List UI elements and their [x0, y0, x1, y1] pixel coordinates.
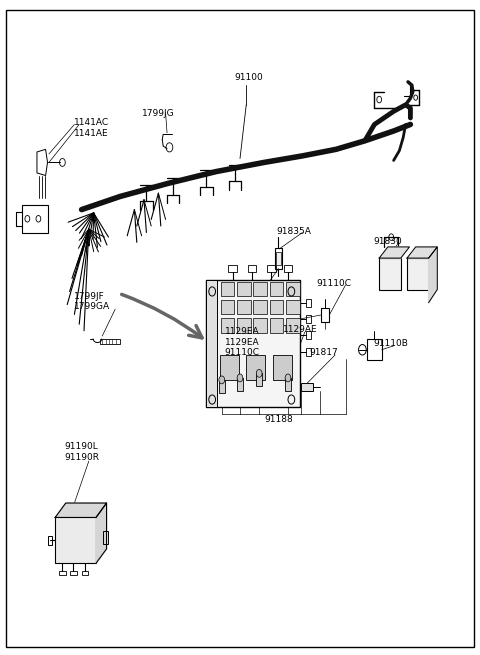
Bar — [221, 318, 234, 333]
Bar — [70, 571, 77, 575]
Text: 91817: 91817 — [309, 348, 338, 357]
Bar — [221, 282, 234, 296]
Bar — [103, 531, 108, 544]
Polygon shape — [429, 247, 437, 303]
Bar — [237, 378, 243, 391]
Circle shape — [256, 369, 262, 377]
Bar — [286, 282, 300, 296]
Bar — [228, 265, 237, 272]
Bar — [253, 282, 267, 296]
Bar — [270, 300, 283, 314]
Bar — [59, 571, 66, 575]
Text: 1129AE: 1129AE — [283, 325, 318, 334]
Bar — [306, 299, 311, 307]
Bar — [407, 258, 429, 290]
Bar — [100, 339, 120, 344]
Text: 91835A: 91835A — [276, 227, 311, 236]
Bar — [286, 318, 300, 333]
Bar — [219, 380, 225, 393]
Circle shape — [219, 376, 225, 384]
Text: 1129EA
1129EA
91110C: 1129EA 1129EA 91110C — [225, 328, 260, 357]
Bar — [206, 280, 217, 407]
Bar — [379, 258, 401, 290]
Bar — [253, 300, 267, 314]
Bar — [301, 383, 313, 391]
Bar — [284, 265, 292, 272]
Text: 91190L
91190R: 91190L 91190R — [65, 442, 100, 462]
Circle shape — [237, 374, 243, 382]
Text: 91100: 91100 — [234, 73, 263, 82]
Text: 91110B: 91110B — [373, 339, 408, 348]
Polygon shape — [55, 503, 107, 517]
Bar — [306, 315, 311, 323]
Text: 1799JF
1799GA: 1799JF 1799GA — [74, 291, 110, 311]
Bar — [367, 339, 382, 360]
Circle shape — [285, 374, 291, 382]
Bar — [270, 318, 283, 333]
Text: 1799JG: 1799JG — [142, 109, 174, 118]
Bar — [286, 300, 300, 314]
Polygon shape — [407, 247, 437, 258]
Bar — [48, 536, 52, 545]
Bar — [270, 282, 283, 296]
Bar — [267, 265, 276, 272]
Bar — [82, 571, 88, 575]
Bar — [55, 517, 96, 563]
Bar — [306, 348, 311, 356]
Bar — [248, 265, 256, 272]
Bar — [206, 280, 300, 407]
Bar — [237, 318, 251, 333]
Polygon shape — [379, 247, 409, 258]
Bar — [237, 300, 251, 314]
Bar — [273, 355, 292, 380]
Text: 91188: 91188 — [264, 415, 293, 424]
Text: 91110C: 91110C — [317, 279, 352, 288]
Bar — [321, 308, 329, 322]
Bar — [275, 248, 282, 269]
Bar — [306, 331, 311, 339]
Bar — [256, 373, 262, 386]
Bar — [221, 300, 234, 314]
Polygon shape — [96, 503, 107, 563]
Bar — [237, 282, 251, 296]
Bar — [253, 318, 267, 333]
Text: 91830: 91830 — [373, 236, 402, 246]
Bar — [285, 378, 291, 391]
Bar — [22, 205, 48, 233]
Bar — [220, 355, 239, 380]
Text: 1141AC
1141AE: 1141AC 1141AE — [74, 118, 109, 138]
Bar — [246, 355, 265, 380]
Bar — [276, 252, 281, 265]
